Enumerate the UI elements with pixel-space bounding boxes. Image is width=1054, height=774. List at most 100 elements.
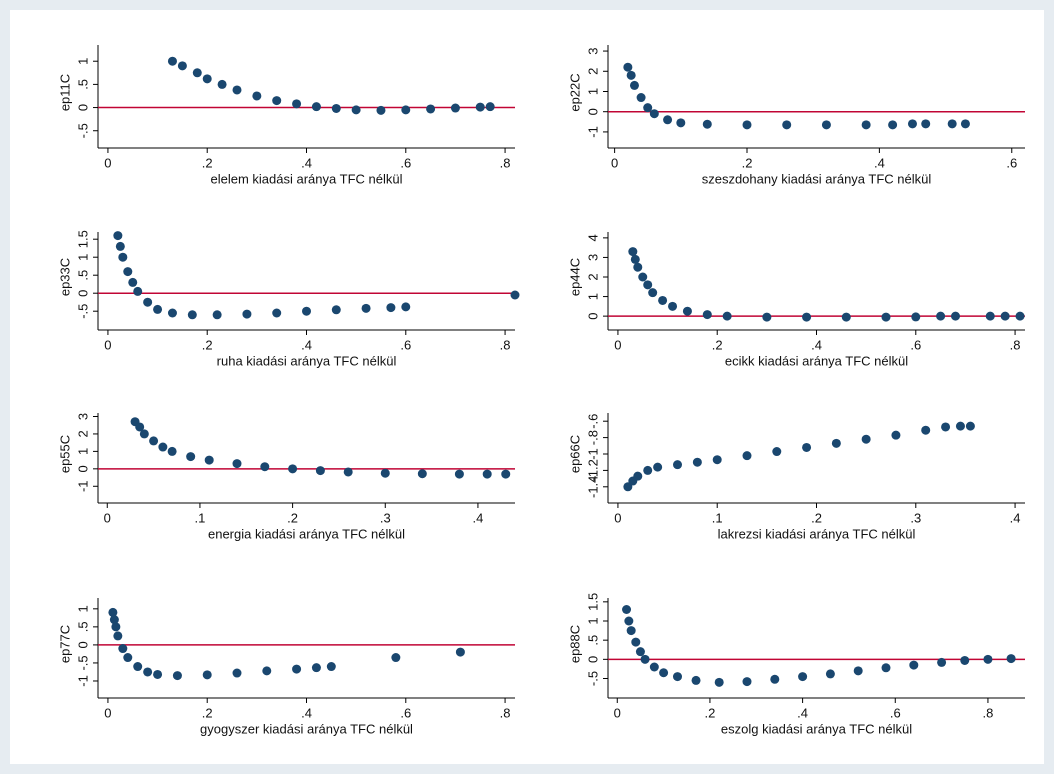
point (955, 421, 965, 431)
x-tick-label: .6 (400, 705, 411, 720)
x-tick-label: .1 (712, 510, 723, 525)
x-tick-label: 0 (611, 155, 618, 170)
x-tick-label: .8 (500, 705, 511, 720)
point (921, 425, 931, 435)
point (380, 468, 390, 478)
y-tick-label: -.5 (585, 671, 600, 686)
point (272, 96, 282, 106)
point (202, 670, 212, 680)
x-tick-label: .2 (712, 337, 723, 352)
point (326, 662, 336, 672)
y-axis-title: ep44C (567, 258, 582, 296)
point (853, 666, 863, 676)
point (985, 311, 995, 321)
y-tick-label: 1 (75, 448, 90, 455)
y-axis-title: ep88C (567, 625, 582, 663)
point (861, 434, 871, 444)
point (965, 421, 975, 431)
point (663, 115, 673, 125)
point (626, 626, 636, 636)
point (635, 647, 645, 657)
point (133, 286, 143, 296)
x-tick-label: .3 (380, 510, 391, 525)
point (343, 467, 353, 477)
point (109, 615, 119, 625)
y-axis-title: ep11C (57, 74, 72, 111)
point (115, 241, 125, 251)
x-tick-label: .2 (742, 155, 753, 170)
point (983, 654, 993, 664)
x-axis-title: ruha kiadási aránya TFC nélkül (217, 353, 397, 368)
point (673, 672, 682, 682)
point (177, 61, 187, 71)
point (676, 118, 686, 128)
point (113, 231, 123, 241)
point (622, 605, 632, 614)
point (762, 312, 772, 322)
y-tick-label: .5 (75, 79, 90, 90)
y-tick-label: 3 (75, 413, 90, 420)
point (702, 310, 712, 320)
x-tick-label: .8 (983, 705, 994, 720)
point (633, 471, 643, 481)
point (881, 663, 891, 673)
point (821, 120, 831, 130)
point (172, 671, 182, 681)
x-tick-label: .6 (890, 705, 901, 720)
y-tick-label: -.6 (585, 414, 600, 429)
y-tick-label: 0 (75, 641, 90, 648)
point (1015, 311, 1025, 321)
point (798, 672, 808, 682)
point (881, 312, 891, 322)
point (649, 109, 659, 119)
point (921, 119, 931, 129)
point (417, 469, 427, 479)
point (626, 70, 636, 80)
point (668, 301, 678, 311)
point (712, 455, 722, 465)
point (167, 446, 177, 456)
point (624, 616, 634, 626)
point (167, 308, 177, 318)
x-tick-label: 0 (104, 510, 111, 525)
y-axis-title: ep66C (567, 435, 582, 473)
point (633, 262, 643, 272)
y-tick-label: 0 (585, 108, 600, 115)
point (192, 68, 202, 78)
point (242, 309, 252, 319)
point (288, 464, 298, 474)
point (426, 104, 436, 114)
y-tick-label: .5 (75, 270, 90, 281)
point (262, 666, 272, 676)
point (714, 677, 724, 687)
y-tick-label: 1.5 (75, 230, 90, 248)
y-tick-label: -1.2 (585, 459, 600, 481)
point (260, 462, 270, 472)
point (202, 74, 212, 84)
x-axis-title: gyogyszer kiadási aránya TFC nélkül (200, 721, 413, 736)
point (802, 442, 812, 452)
point (118, 644, 128, 654)
point (143, 297, 153, 307)
point (149, 436, 159, 446)
point (770, 674, 780, 684)
point (630, 254, 640, 264)
x-tick-label: .4 (811, 337, 822, 352)
y-tick-label: 1.5 (585, 593, 600, 611)
x-tick-label: .4 (874, 155, 885, 170)
point (386, 303, 396, 313)
x-tick-label: 0 (104, 337, 111, 352)
point (648, 288, 658, 298)
x-tick-label: .6 (400, 155, 411, 170)
x-tick-label: .2 (705, 705, 716, 720)
point (475, 102, 485, 112)
point (658, 295, 668, 305)
point (361, 303, 371, 313)
point (153, 669, 163, 679)
x-tick-label: .4 (301, 337, 312, 352)
point (135, 422, 145, 432)
x-tick-label: 0 (614, 337, 621, 352)
point (951, 311, 960, 321)
x-tick-label: 0 (614, 510, 621, 525)
point (501, 469, 511, 479)
